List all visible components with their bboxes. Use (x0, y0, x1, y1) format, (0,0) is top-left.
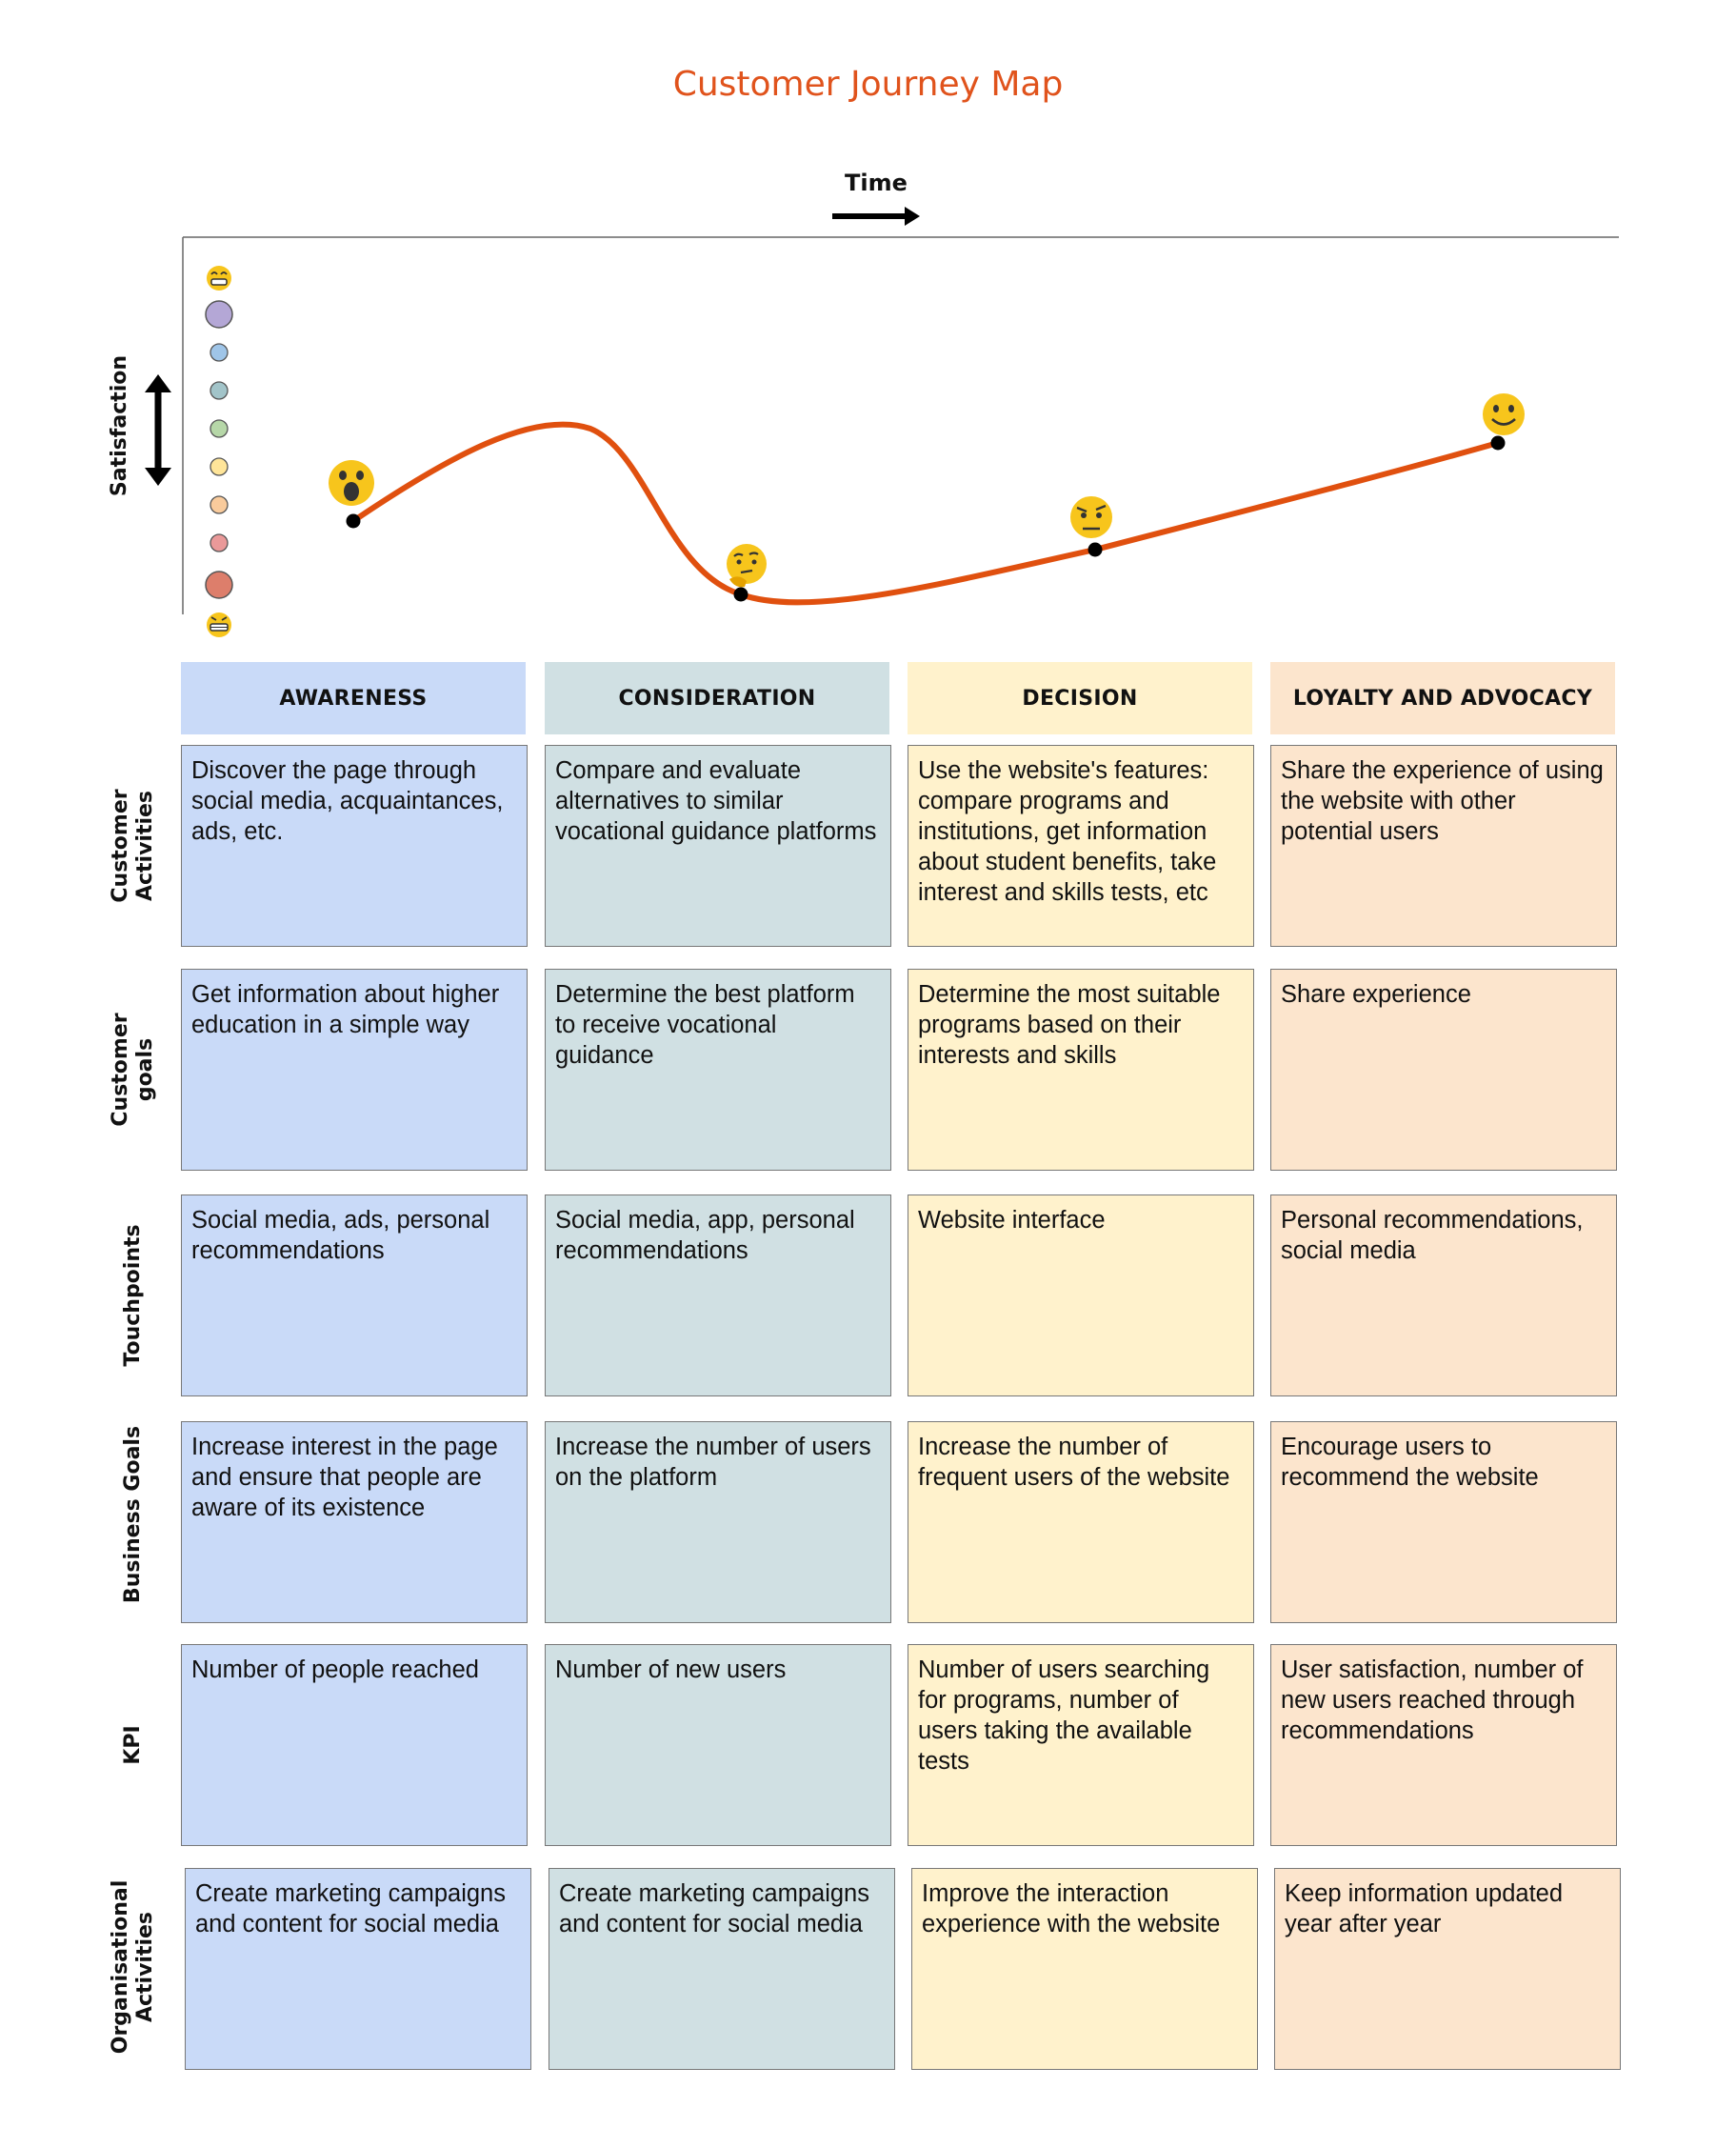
stage-header-decision: DECISION (908, 662, 1252, 734)
curve-point-consideration (733, 587, 748, 602)
cell-organisational-activities-loyalty: Keep information updated year after year (1274, 1868, 1621, 2070)
scale-dot-blue (210, 343, 229, 362)
cell-kpi-consideration: Number of new users (545, 1644, 891, 1846)
row-label-text: Touchpoints (121, 1224, 145, 1367)
astonished-face-icon (329, 460, 374, 506)
scale-dot-purple (205, 300, 233, 329)
cell-touchpoints-consideration: Social media, app, personal recommendati… (545, 1194, 891, 1396)
scale-dot-yellow (210, 457, 229, 476)
stage-header-loyalty-and-advocacy: LOYALTY AND ADVOCACY (1270, 662, 1615, 734)
page-title: Customer Journey Map (672, 65, 1064, 104)
cell-customer-activities-decision: Use the website's features: compare prog… (908, 745, 1254, 947)
cell-organisational-activities-consideration: Create marketing campaigns and content f… (549, 1868, 895, 2070)
cell-touchpoints-loyalty: Personal recommendations, social media (1270, 1194, 1617, 1396)
cell-customer-goals-loyalty: Share experience (1270, 969, 1617, 1171)
scale-dot-teal (210, 381, 229, 400)
row-label-text: Customer goals (109, 1013, 157, 1127)
satisfaction-chart (145, 207, 1619, 637)
satisfaction-curve (350, 421, 1501, 606)
row-label-text: Customer Activities (109, 789, 157, 903)
cell-kpi-awareness: Number of people reached (181, 1644, 528, 1846)
thinking-face-icon (727, 544, 767, 588)
cell-kpi-decision: Number of users searching for programs, … (908, 1644, 1254, 1846)
cell-customer-activities-consideration: Compare and evaluate alternatives to sim… (545, 745, 891, 947)
satisfaction-arrow (145, 374, 171, 486)
scale-dot-pink (210, 533, 229, 552)
time-axis-label: Time (845, 170, 908, 196)
cell-business-goals-awareness: Increase interest in the page and ensure… (181, 1421, 528, 1623)
cell-business-goals-loyalty: Encourage users to recommend the website (1270, 1421, 1617, 1623)
grinning-face-icon (207, 266, 231, 291)
cell-business-goals-consideration: Increase the number of users on the plat… (545, 1421, 891, 1623)
cell-customer-goals-awareness: Get information about higher education i… (181, 969, 528, 1171)
cell-customer-activities-loyalty: Share the experience of using the websit… (1270, 745, 1617, 947)
cell-kpi-loyalty: User satisfaction, number of new users r… (1270, 1644, 1617, 1846)
scale-dot-red (205, 571, 233, 599)
cell-customer-activities-awareness: Discover the page through social media, … (181, 745, 528, 947)
row-label-text: Business Goals (121, 1425, 145, 1604)
cell-customer-goals-decision: Determine the most suitable programs bas… (908, 969, 1254, 1171)
stage-header-consideration: CONSIDERATION (545, 662, 889, 734)
scale-dot-orange (210, 495, 229, 514)
cell-touchpoints-decision: Website interface (908, 1194, 1254, 1396)
cell-customer-goals-consideration: Determine the best platform to receive v… (545, 969, 891, 1171)
curve-point-decision (1087, 542, 1103, 557)
curve-point-loyalty (1490, 435, 1506, 451)
cell-organisational-activities-awareness: Create marketing campaigns and content f… (185, 1868, 531, 2070)
scale-dot-green (210, 419, 229, 438)
slightly-smiling-face-icon (1483, 393, 1525, 435)
row-label-text: KPI (121, 1725, 145, 1765)
satisfaction-scale (205, 266, 233, 637)
curve-point-awareness (346, 513, 361, 529)
time-arrow (832, 207, 920, 226)
row-label-text: Organisational Activities (109, 1879, 157, 2055)
raised-eyebrow-face-icon (1070, 496, 1112, 538)
cell-organisational-activities-decision: Improve the interaction experience with … (911, 1868, 1258, 2070)
grimacing-face-icon (207, 612, 231, 637)
cell-business-goals-decision: Increase the number of frequent users of… (908, 1421, 1254, 1623)
stage-header-awareness: AWARENESS (181, 662, 526, 734)
cell-touchpoints-awareness: Social media, ads, personal recommendati… (181, 1194, 528, 1396)
